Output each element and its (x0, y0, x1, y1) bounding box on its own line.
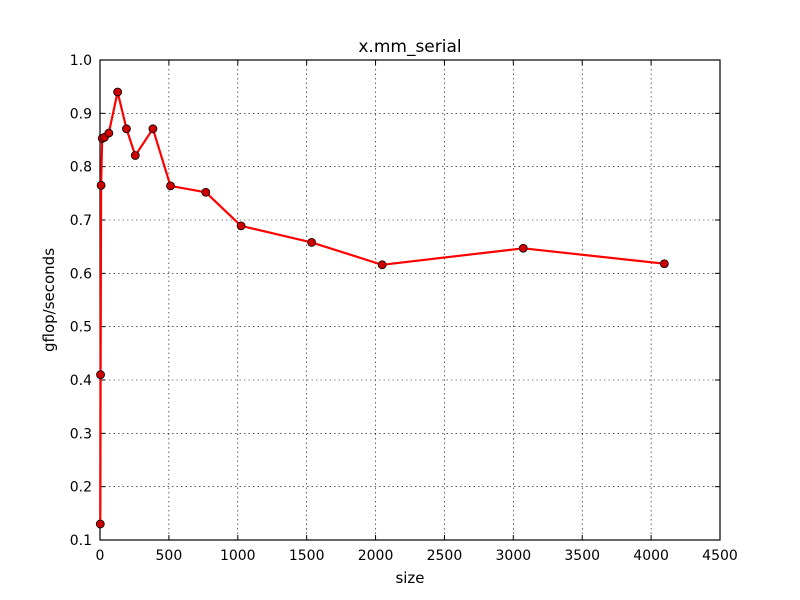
x-tick-label: 3500 (564, 548, 600, 564)
plot-frame (99, 59, 721, 541)
y-axis-label: gflop/seconds (40, 248, 58, 352)
x-tick-label: 4000 (633, 548, 669, 564)
y-tick-label: 0.3 (70, 426, 92, 442)
data-point (104, 128, 114, 138)
data-point (113, 87, 123, 97)
y-tick-label: 0.9 (70, 106, 92, 122)
y-tick-label: 0.8 (70, 160, 92, 176)
y-tick-label: 0.2 (70, 480, 92, 496)
series-line (99, 90, 665, 525)
data-point (236, 221, 246, 231)
data-point (307, 237, 317, 247)
y-tick-label: 0.7 (70, 213, 92, 229)
tick-label-layer: 0 500 1000 1500 2000 2500 3000 3500 4000 4500 0.1 0… (70, 53, 738, 564)
data-point (96, 180, 106, 190)
x-tick-label: 4500 (702, 548, 738, 564)
data-point (130, 151, 140, 160)
data-point (122, 124, 131, 134)
data-point (148, 124, 158, 134)
data-point (95, 519, 105, 529)
x-tick-label: 2500 (427, 548, 463, 564)
y-tick-label: 1.0 (70, 53, 92, 69)
x-tick-label: 0 (96, 548, 105, 564)
tick-layer (99, 59, 721, 541)
data-point (96, 370, 105, 380)
x-tick-label: 1000 (220, 548, 256, 564)
chart-title: x.mm_serial (358, 37, 461, 57)
data-point (201, 187, 211, 197)
data-point (518, 243, 528, 253)
data-point (377, 260, 387, 270)
x-tick-label: 2000 (358, 548, 394, 564)
y-tick-label: 0.6 (70, 266, 92, 282)
x-tick-label: 1500 (289, 548, 325, 564)
series-layer (95, 87, 669, 529)
y-tick-label: 0.1 (70, 533, 92, 549)
data-point (659, 259, 669, 269)
x-axis-label: size (395, 569, 424, 587)
x-tick-label: 500 (156, 548, 183, 564)
x-tick-label: 3000 (496, 548, 532, 564)
data-point (166, 181, 175, 191)
y-tick-label: 0.4 (70, 373, 92, 389)
y-tick-label: 0.5 (70, 320, 92, 336)
grid-layer (100, 60, 720, 540)
